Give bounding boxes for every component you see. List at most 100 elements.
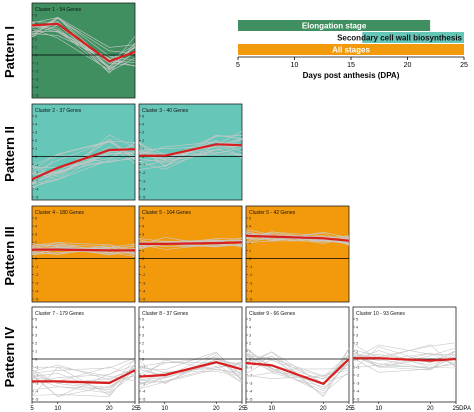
y-tick-label: -4	[35, 86, 38, 90]
y-tick-label: 2	[249, 342, 251, 346]
y-tick-label: -2	[35, 374, 38, 378]
mean-expression-line	[353, 357, 457, 362]
y-tick-label: 3	[35, 233, 37, 237]
x-tick-label: 20	[106, 406, 113, 412]
y-tick-label: 4	[249, 326, 251, 330]
gene-profile-line	[138, 362, 243, 384]
y-tick-label: 5	[35, 318, 37, 322]
y-tick-label: 0	[35, 54, 37, 58]
y-tick-label: 4	[35, 22, 37, 26]
gene-profile-line	[31, 358, 136, 391]
cluster-title: Cluster 5 - 164 Genes	[142, 210, 191, 216]
cluster-title: Cluster 9 - 66 Genes	[249, 311, 296, 317]
y-tick-label: -1	[249, 366, 252, 370]
y-tick-label: 0	[142, 257, 144, 261]
x-tick-label: 25	[346, 406, 353, 412]
y-tick-label: -2	[249, 374, 252, 378]
x-tick-label: 25	[453, 406, 460, 412]
y-tick-label: 3	[142, 334, 144, 338]
mean-expression-line	[32, 248, 135, 252]
y-tick-label: -3	[142, 281, 145, 285]
y-tick-label: 1	[249, 249, 251, 253]
y-tick-label: 5	[142, 318, 144, 322]
gene-profile-line	[31, 364, 136, 397]
y-tick-label: 1	[142, 249, 144, 253]
cluster-title: Cluster 5 - 42 Genes	[249, 210, 296, 216]
mean-expression-line	[139, 241, 243, 245]
y-tick-label: 5	[142, 217, 144, 221]
gene-profile-line	[31, 364, 136, 397]
y-tick-label: 5	[35, 14, 37, 18]
y-tick-label: 3	[249, 334, 251, 338]
gene-profile-line	[352, 355, 457, 369]
y-tick-label: 2	[35, 342, 37, 346]
y-tick-label: 2	[35, 38, 37, 42]
y-tick-label: -4	[35, 187, 38, 191]
gene-profile-line	[245, 348, 350, 388]
gene-profile-line	[31, 146, 136, 189]
y-tick-label: -5	[249, 298, 252, 302]
y-tick-label: -4	[249, 289, 252, 293]
x-unit-label: DPA	[459, 406, 471, 412]
y-tick-label: 2	[142, 342, 144, 346]
y-tick-label: 2	[249, 241, 251, 245]
y-tick-label: 3	[142, 233, 144, 237]
y-tick-label: 5	[249, 217, 251, 221]
mean-expression-line	[31, 148, 136, 181]
gene-profile-line	[138, 142, 243, 162]
x-tick-label: 10	[375, 406, 382, 412]
pattern-label-1: Pattern I	[2, 26, 17, 78]
y-tick-label: 2	[142, 139, 144, 143]
mean-expression-line	[32, 369, 136, 385]
x-tick-label: 5	[244, 406, 248, 412]
cluster-title: Cluster 7 - 179 Genes	[35, 311, 84, 317]
y-tick-label: -2	[249, 273, 252, 277]
pattern-labels: Pattern I Pattern II Pattern III Pattern…	[2, 26, 17, 387]
legend-axis-tick-label: 5	[236, 62, 240, 69]
y-tick-label: -1	[249, 265, 252, 269]
cluster-title: Cluster 8 - 37 Genes	[142, 311, 189, 317]
y-tick-label: 5	[356, 318, 358, 322]
y-tick-label: 4	[142, 225, 144, 229]
panel-background	[245, 205, 350, 303]
y-tick-label: 4	[249, 225, 251, 229]
x-tick-label: 25	[132, 406, 139, 412]
x-tick-label: 10	[161, 406, 168, 412]
y-tick-label: 1	[35, 46, 37, 50]
y-tick-label: 0	[142, 358, 144, 362]
stage-bar-label: Secondary cell wall biosynthesis	[337, 34, 462, 43]
y-tick-label: 5	[249, 318, 251, 322]
y-tick-label: 0	[142, 155, 144, 159]
y-tick-label: 1	[142, 350, 144, 354]
legend-axis-tick-label: 15	[347, 62, 355, 69]
y-tick-label: -1	[142, 163, 145, 167]
cluster-title: Cluster 2 - 37 Genes	[35, 108, 82, 114]
y-tick-label: -4	[142, 187, 145, 191]
legend-axis-tick-label: 10	[291, 62, 299, 69]
y-tick-label: -5	[142, 196, 145, 200]
mean-expression-line	[138, 361, 243, 378]
y-tick-label: 4	[35, 326, 37, 330]
cluster-title: Cluster 4 - 180 Genes	[35, 210, 84, 216]
stage-bar-label: Elongation stage	[302, 22, 367, 31]
y-tick-label: -4	[35, 289, 38, 293]
y-tick-label: -3	[249, 382, 252, 386]
y-tick-label: -4	[142, 289, 145, 293]
gene-profile-line	[245, 231, 350, 241]
y-tick-label: -2	[142, 171, 145, 175]
y-tick-label: 0	[35, 257, 37, 261]
gene-profile-line	[31, 246, 136, 250]
gene-profile-line	[352, 342, 457, 358]
stage-bar	[238, 44, 464, 55]
x-tick-label: 5	[351, 406, 355, 412]
gene-profile-line	[31, 134, 136, 188]
stage-bar	[362, 32, 464, 43]
gene-profile-line	[31, 17, 136, 61]
y-tick-label: 0	[35, 155, 37, 159]
gene-profile-line	[31, 152, 136, 184]
gene-profile-line	[138, 368, 243, 390]
